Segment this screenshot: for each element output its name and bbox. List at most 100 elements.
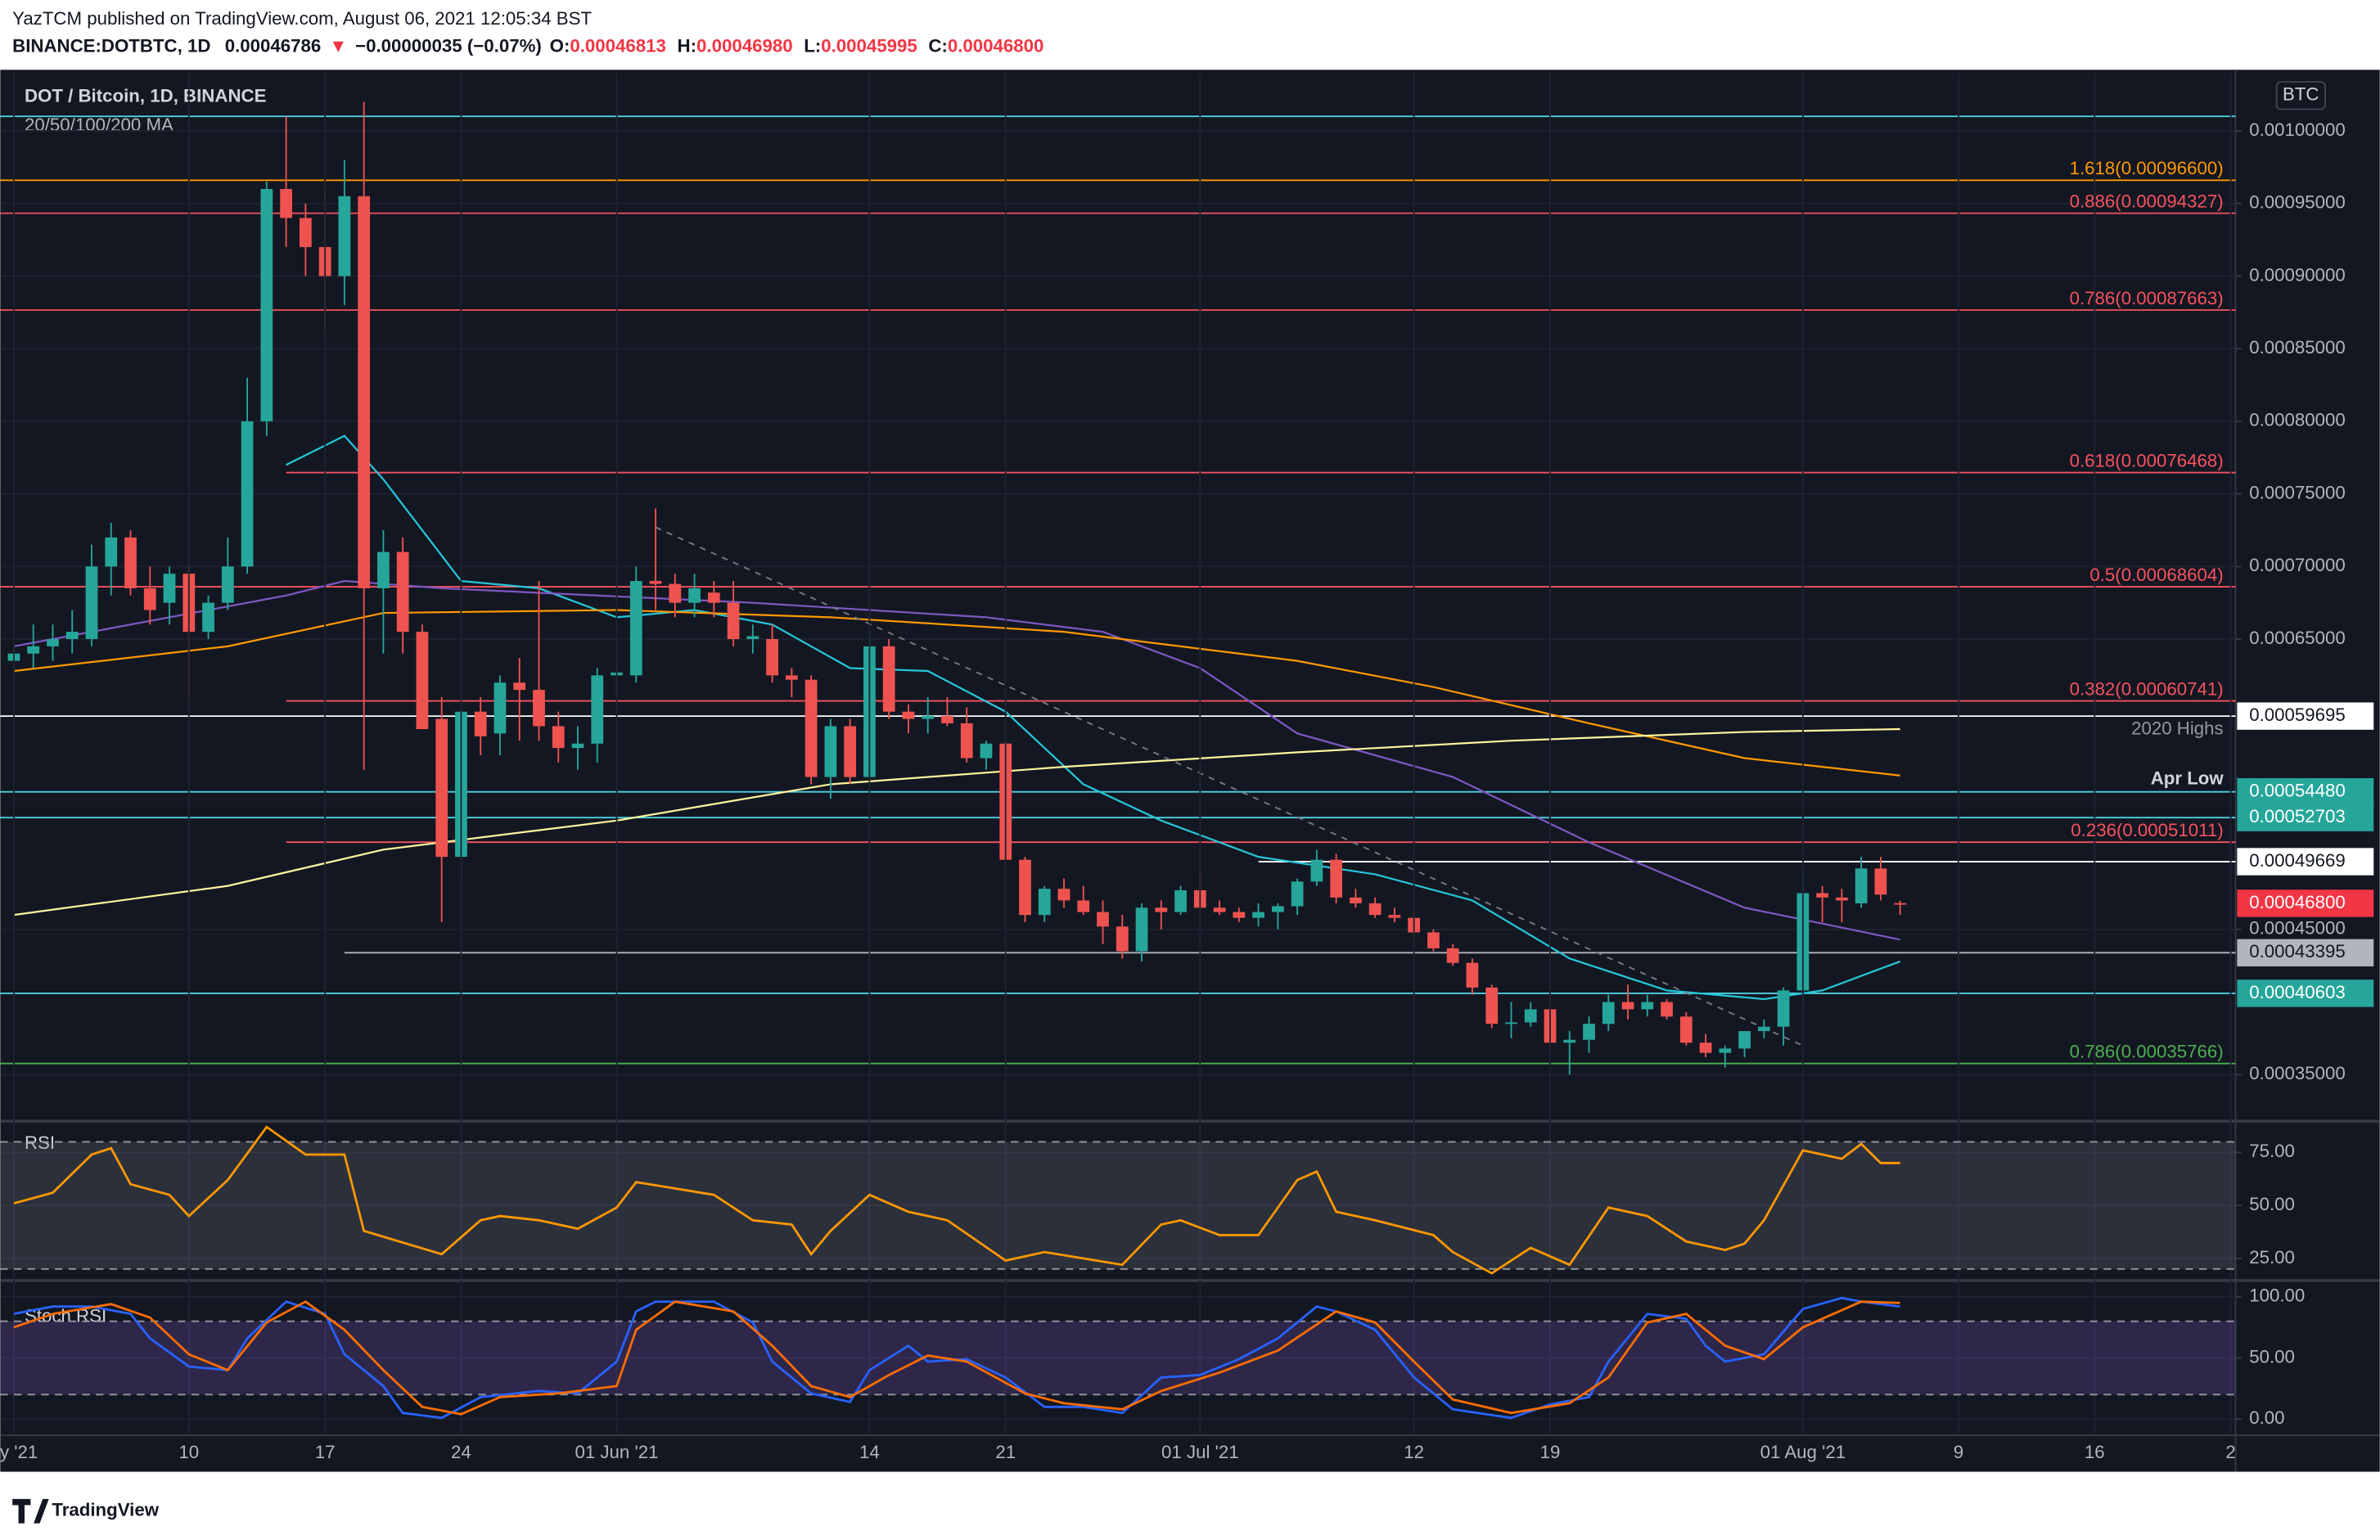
candle-body xyxy=(474,711,487,736)
ohlc-value: 0.00046813 xyxy=(570,35,666,56)
candle-body xyxy=(65,632,79,639)
candle-body xyxy=(494,682,507,734)
brand-name[interactable]: TradingView xyxy=(52,1500,159,1520)
x-tick-label: 01 Aug '21 xyxy=(1760,1442,1846,1462)
symbol: BINANCE:DOTBTC, 1D xyxy=(12,35,210,56)
currency-box[interactable] xyxy=(2275,81,2326,110)
trendline xyxy=(655,526,1804,1047)
indicator-line xyxy=(13,1125,1900,1275)
y-tick-label: 0.00065000 xyxy=(2249,628,2346,648)
x-tick-label: 01 Jul '21 xyxy=(1161,1442,1239,1462)
ohlc-key: H: xyxy=(678,35,696,56)
y-tick-label: 0.00085000 xyxy=(2249,337,2346,358)
moving-average xyxy=(13,579,1900,941)
candle-body xyxy=(1271,906,1284,912)
y-tick-label: 25.00 xyxy=(2249,1247,2295,1268)
candle-body xyxy=(727,602,740,639)
x-tick-label: ay '21 xyxy=(0,1442,38,1462)
y-tick-label: 0.00095000 xyxy=(2249,192,2346,213)
pane-plot xyxy=(0,1125,2236,1275)
candle-body xyxy=(1602,1002,1615,1024)
ohlc-key: L: xyxy=(804,35,821,56)
ohlc-key: C: xyxy=(928,35,947,56)
candle-body xyxy=(47,638,59,646)
symbol-line: BINANCE:DOTBTC, 1D 0.00046786 ▼ −0.00000… xyxy=(12,35,1044,56)
axis-price-box xyxy=(2237,777,2374,806)
candle-body xyxy=(1038,889,1051,916)
candle-body xyxy=(358,196,370,588)
price-box xyxy=(2237,889,2374,917)
x-tick-label: 14 xyxy=(859,1442,880,1462)
level-note: Apr Low xyxy=(2151,768,2224,789)
candle-body xyxy=(396,552,409,633)
candle-body xyxy=(571,743,584,749)
band xyxy=(0,1141,2236,1269)
candle-body xyxy=(377,552,390,588)
candle-body xyxy=(1291,881,1304,907)
candle-body xyxy=(85,566,98,639)
pane-title: RSI xyxy=(25,1132,55,1153)
x-tick-label: 24 xyxy=(451,1442,471,1462)
candle-body xyxy=(1155,907,1168,912)
candle-body xyxy=(824,726,837,777)
change-arrow: ▼ xyxy=(329,35,347,56)
candle-body xyxy=(1816,893,1828,898)
candle-body xyxy=(1446,948,1459,963)
candle-body xyxy=(1855,868,1868,903)
candle-body xyxy=(1485,987,1499,1024)
axis-price-label: 0.00052703 xyxy=(2249,806,2346,826)
x-tick-label: 17 xyxy=(315,1442,336,1462)
y-tick-label: 0.00090000 xyxy=(2249,264,2346,285)
candle-body xyxy=(241,421,254,567)
last-price: 0.00046786 xyxy=(225,35,322,56)
candle-body xyxy=(1330,859,1342,898)
y-tick-label: 0.00075000 xyxy=(2249,482,2346,502)
chart-title: DOT / Bitcoin, 1D, BINANCE xyxy=(25,86,266,106)
moving-average xyxy=(13,609,1900,777)
axis-price-box xyxy=(2237,702,2374,730)
candle-body xyxy=(1757,1026,1770,1032)
candle-body xyxy=(552,726,565,749)
fib-label: 0.786(0.00087663) xyxy=(2070,288,2224,308)
indicator-line xyxy=(13,1296,1900,1420)
axis-price-box xyxy=(2237,804,2374,831)
fib-label: 0.618(0.00076468) xyxy=(2070,450,2224,471)
candle-body xyxy=(202,602,214,633)
publisher-line: YazTCM published on TradingView.com, Aug… xyxy=(12,8,592,29)
candle-body xyxy=(766,638,778,676)
ohlc-key: O: xyxy=(550,35,570,56)
candle-body xyxy=(1874,868,1887,895)
candle-body xyxy=(27,646,40,654)
candle-body xyxy=(629,581,642,676)
candle-body xyxy=(1505,1022,1517,1024)
candle-body xyxy=(1233,912,1246,918)
candle-body xyxy=(435,718,449,858)
brand-logo[interactable]: TradingView xyxy=(12,1498,160,1524)
candle-body xyxy=(1836,897,1848,901)
candle-body xyxy=(591,675,604,744)
currency[interactable]: BTC xyxy=(2283,84,2319,105)
candle-body xyxy=(1213,907,1226,912)
candle-body xyxy=(1368,903,1382,916)
fib-label: 0.786(0.00035766) xyxy=(2070,1042,2224,1062)
candle-body xyxy=(105,537,118,567)
candle-body xyxy=(1661,1002,1673,1017)
candle-body xyxy=(533,690,545,727)
candle-body xyxy=(1350,897,1362,903)
candle-body xyxy=(746,636,760,639)
x-tick-label: 10 xyxy=(178,1442,199,1462)
candle-body xyxy=(1174,889,1187,912)
candle-body xyxy=(1077,900,1090,912)
candle-body xyxy=(1019,859,1031,916)
axis-price-label: 0.00043395 xyxy=(2249,941,2346,961)
price-label: 0.00046800 xyxy=(2249,892,2346,912)
ohlc-value: 0.00046800 xyxy=(948,35,1044,56)
candle-body xyxy=(299,218,312,247)
x-tick-label: 9 xyxy=(1954,1442,1963,1462)
pane-plot xyxy=(0,1295,2236,1421)
candle-body xyxy=(941,716,953,723)
candle-body xyxy=(1097,912,1109,927)
candle-body xyxy=(922,716,935,719)
logo-mark[interactable] xyxy=(12,1498,49,1524)
